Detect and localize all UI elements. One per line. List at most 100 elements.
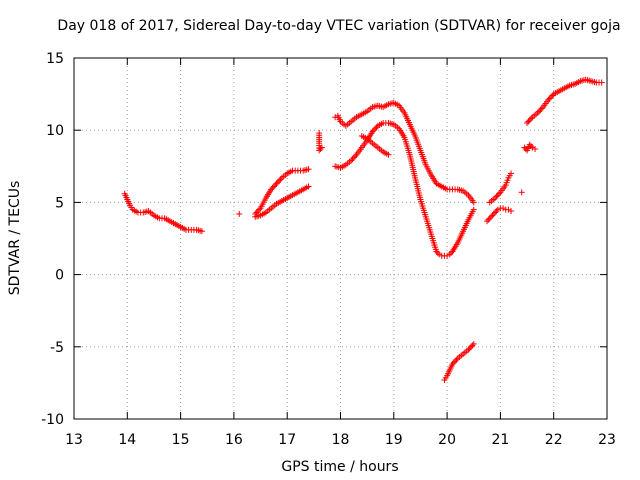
series-segment-2 <box>236 210 243 217</box>
series-segment-9 <box>441 340 477 384</box>
data-point <box>486 215 493 222</box>
data-point <box>598 79 605 86</box>
data-point <box>316 147 323 154</box>
data-point <box>508 170 515 177</box>
data-point <box>525 118 532 125</box>
data-point <box>198 228 205 235</box>
data-points <box>121 76 605 384</box>
data-point <box>272 182 279 189</box>
x-tick-label: 22 <box>545 432 563 448</box>
data-point <box>536 108 543 115</box>
data-point <box>470 340 477 347</box>
y-tick-label: -10 <box>41 412 64 428</box>
x-axis-label: GPS time / hours <box>281 459 398 475</box>
x-tick-label: 13 <box>65 432 83 448</box>
data-point <box>444 252 451 259</box>
data-point <box>385 151 392 158</box>
data-point <box>493 208 500 215</box>
data-point <box>276 177 283 184</box>
data-point <box>452 358 459 365</box>
data-point <box>545 96 552 103</box>
data-point <box>508 208 515 215</box>
data-point <box>470 199 477 206</box>
x-tick-label: 20 <box>438 432 456 448</box>
data-point <box>434 249 441 256</box>
data-point <box>534 109 541 116</box>
data-point <box>348 157 355 164</box>
x-tick-label: 19 <box>385 432 403 448</box>
data-point <box>305 183 312 190</box>
data-point <box>468 343 475 350</box>
x-tick-label: 16 <box>225 432 243 448</box>
data-point <box>318 144 325 151</box>
data-point <box>526 117 533 124</box>
plot-border <box>73 57 608 420</box>
data-point <box>532 145 539 152</box>
data-point <box>449 361 456 368</box>
y-tick-label: 5 <box>55 195 64 211</box>
series-segment-3 <box>252 166 312 217</box>
data-point <box>446 251 453 258</box>
x-tick-label: 14 <box>118 432 136 448</box>
series-segment-4 <box>252 183 312 220</box>
x-tick-label: 18 <box>332 432 350 448</box>
data-point <box>453 356 460 363</box>
data-point <box>538 105 545 112</box>
data-point <box>273 180 280 187</box>
series-segment-14 <box>524 76 605 126</box>
data-point <box>518 189 525 196</box>
series-segment-8 <box>358 132 392 158</box>
data-point <box>526 141 533 148</box>
data-point <box>373 124 380 131</box>
data-point <box>433 248 440 255</box>
data-point <box>305 166 312 173</box>
data-point <box>528 143 535 150</box>
data-point <box>505 206 512 213</box>
x-tick-label: 21 <box>491 432 509 448</box>
data-point <box>370 127 377 134</box>
data-point <box>436 251 443 258</box>
data-point <box>548 93 555 100</box>
data-point <box>492 195 499 202</box>
x-tick-label: 17 <box>278 432 296 448</box>
data-point <box>484 218 491 225</box>
data-point <box>465 346 472 353</box>
data-point <box>546 95 553 102</box>
series-segment-6 <box>332 99 477 206</box>
data-point <box>521 144 528 151</box>
data-point <box>256 206 263 213</box>
data-point <box>470 206 477 213</box>
data-point <box>450 359 457 366</box>
series-segment-1 <box>121 190 205 235</box>
series-segment-5 <box>316 130 325 154</box>
data-point <box>492 209 499 216</box>
data-point <box>493 193 500 200</box>
data-point <box>528 115 535 122</box>
data-point <box>349 156 356 163</box>
data-point <box>270 183 277 190</box>
data-point <box>489 212 496 219</box>
data-point <box>448 249 455 256</box>
y-tick-label: 0 <box>55 268 64 284</box>
y-tick-label: 15 <box>46 51 64 67</box>
data-point <box>494 192 501 199</box>
data-point <box>496 190 503 197</box>
data-point <box>494 206 501 213</box>
data-point <box>488 213 495 220</box>
x-tick-label: 23 <box>598 432 616 448</box>
data-point <box>466 345 473 352</box>
x-tick-label: 15 <box>172 432 190 448</box>
series-segment-13 <box>521 141 539 154</box>
data-point <box>350 154 357 161</box>
data-point <box>485 216 492 223</box>
data-point <box>369 128 376 135</box>
data-point <box>490 210 497 217</box>
tick-labels: 13 14 15 16 17 18 19 20 21 22 23 -10 -5 0 5 10 15 <box>41 51 616 448</box>
data-point <box>372 125 379 132</box>
y-tick-label: -5 <box>50 340 64 356</box>
grid-lines <box>74 58 607 419</box>
data-point <box>268 186 275 193</box>
data-point <box>274 179 281 186</box>
